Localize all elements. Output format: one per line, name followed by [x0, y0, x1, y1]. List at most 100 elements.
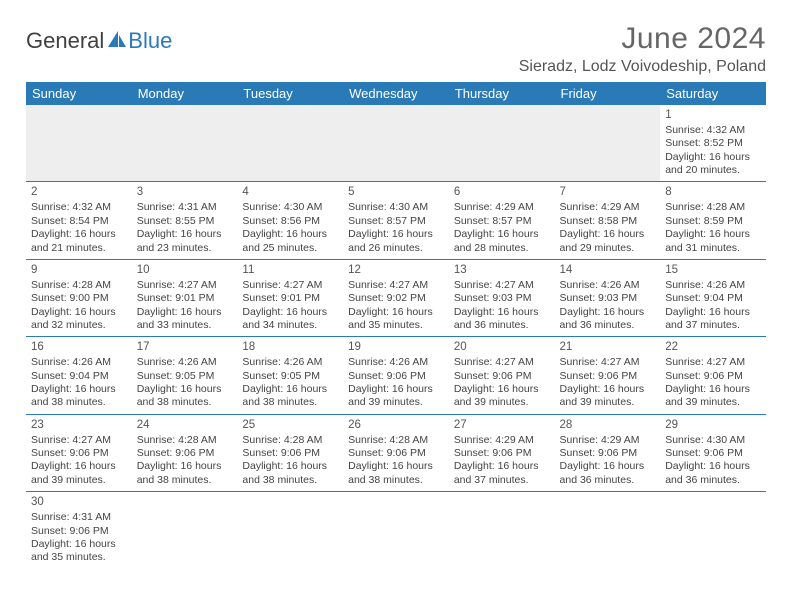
sunset-text: Sunset: 8:54 PM — [31, 215, 127, 228]
calendar-empty-cell — [132, 492, 238, 569]
sunrise-text: Sunrise: 4:27 AM — [348, 279, 444, 292]
calendar-week-row: 9Sunrise: 4:28 AMSunset: 9:00 PMDaylight… — [26, 259, 766, 336]
day-number: 9 — [31, 263, 127, 278]
day-number: 3 — [137, 185, 233, 200]
logo-text-general: General — [26, 28, 104, 54]
day-number: 22 — [665, 340, 761, 355]
calendar-day-cell: 2Sunrise: 4:32 AMSunset: 8:54 PMDaylight… — [26, 182, 132, 259]
location-text: Sieradz, Lodz Voivodeship, Poland — [519, 58, 766, 76]
sunset-text: Sunset: 9:06 PM — [31, 447, 127, 460]
day-header: Tuesday — [237, 82, 343, 105]
sunset-text: Sunset: 8:52 PM — [665, 137, 761, 150]
daylight-text: Daylight: 16 hours and 33 minutes. — [137, 306, 233, 333]
calendar-day-cell: 16Sunrise: 4:26 AMSunset: 9:04 PMDayligh… — [26, 337, 132, 414]
sunset-text: Sunset: 8:56 PM — [242, 215, 338, 228]
calendar-day-cell: 15Sunrise: 4:26 AMSunset: 9:04 PMDayligh… — [660, 259, 766, 336]
calendar-empty-cell — [555, 105, 661, 182]
daylight-text: Daylight: 16 hours and 39 minutes. — [454, 383, 550, 410]
daylight-text: Daylight: 16 hours and 23 minutes. — [137, 228, 233, 255]
sunset-text: Sunset: 9:04 PM — [665, 292, 761, 305]
daylight-text: Daylight: 16 hours and 32 minutes. — [31, 306, 127, 333]
sunset-text: Sunset: 9:03 PM — [560, 292, 656, 305]
sunset-text: Sunset: 9:01 PM — [242, 292, 338, 305]
sunrise-text: Sunrise: 4:27 AM — [242, 279, 338, 292]
calendar-day-cell: 22Sunrise: 4:27 AMSunset: 9:06 PMDayligh… — [660, 337, 766, 414]
day-number: 19 — [348, 340, 444, 355]
daylight-text: Daylight: 16 hours and 20 minutes. — [665, 151, 761, 178]
day-number: 1 — [665, 108, 761, 123]
day-number: 4 — [242, 185, 338, 200]
day-number: 5 — [348, 185, 444, 200]
sunrise-text: Sunrise: 4:31 AM — [137, 201, 233, 214]
sunset-text: Sunset: 9:00 PM — [31, 292, 127, 305]
calendar-day-cell: 1Sunrise: 4:32 AMSunset: 8:52 PMDaylight… — [660, 105, 766, 182]
daylight-text: Daylight: 16 hours and 34 minutes. — [242, 306, 338, 333]
calendar-day-cell: 9Sunrise: 4:28 AMSunset: 9:00 PMDaylight… — [26, 259, 132, 336]
day-number: 7 — [560, 185, 656, 200]
daylight-text: Daylight: 16 hours and 38 minutes. — [137, 383, 233, 410]
calendar-week-row: 16Sunrise: 4:26 AMSunset: 9:04 PMDayligh… — [26, 337, 766, 414]
day-number: 14 — [560, 263, 656, 278]
calendar-day-cell: 3Sunrise: 4:31 AMSunset: 8:55 PMDaylight… — [132, 182, 238, 259]
calendar-empty-cell — [449, 492, 555, 569]
calendar-day-cell: 26Sunrise: 4:28 AMSunset: 9:06 PMDayligh… — [343, 414, 449, 491]
calendar-table: SundayMondayTuesdayWednesdayThursdayFrid… — [26, 82, 766, 569]
calendar-empty-cell — [449, 105, 555, 182]
calendar-empty-cell — [555, 492, 661, 569]
sunset-text: Sunset: 9:06 PM — [454, 447, 550, 460]
header: General Blue June 2024 Sieradz, Lodz Voi… — [26, 22, 766, 76]
calendar-day-cell: 7Sunrise: 4:29 AMSunset: 8:58 PMDaylight… — [555, 182, 661, 259]
calendar-day-cell: 10Sunrise: 4:27 AMSunset: 9:01 PMDayligh… — [132, 259, 238, 336]
daylight-text: Daylight: 16 hours and 35 minutes. — [348, 306, 444, 333]
sunrise-text: Sunrise: 4:29 AM — [560, 201, 656, 214]
sunset-text: Sunset: 9:06 PM — [31, 525, 127, 538]
day-number: 15 — [665, 263, 761, 278]
calendar-day-cell: 8Sunrise: 4:28 AMSunset: 8:59 PMDaylight… — [660, 182, 766, 259]
day-number: 13 — [454, 263, 550, 278]
daylight-text: Daylight: 16 hours and 29 minutes. — [560, 228, 656, 255]
day-number: 18 — [242, 340, 338, 355]
sunset-text: Sunset: 8:55 PM — [137, 215, 233, 228]
sunrise-text: Sunrise: 4:27 AM — [137, 279, 233, 292]
sunset-text: Sunset: 9:06 PM — [348, 447, 444, 460]
sunset-text: Sunset: 9:06 PM — [665, 370, 761, 383]
sunrise-text: Sunrise: 4:27 AM — [665, 356, 761, 369]
daylight-text: Daylight: 16 hours and 38 minutes. — [137, 460, 233, 487]
calendar-day-cell: 23Sunrise: 4:27 AMSunset: 9:06 PMDayligh… — [26, 414, 132, 491]
calendar-day-cell: 29Sunrise: 4:30 AMSunset: 9:06 PMDayligh… — [660, 414, 766, 491]
daylight-text: Daylight: 16 hours and 25 minutes. — [242, 228, 338, 255]
sunrise-text: Sunrise: 4:32 AM — [31, 201, 127, 214]
sunset-text: Sunset: 9:06 PM — [665, 447, 761, 460]
sunset-text: Sunset: 8:59 PM — [665, 215, 761, 228]
calendar-empty-cell — [26, 105, 132, 182]
calendar-week-row: 1Sunrise: 4:32 AMSunset: 8:52 PMDaylight… — [26, 105, 766, 182]
sunset-text: Sunset: 9:06 PM — [560, 370, 656, 383]
sunset-text: Sunset: 9:03 PM — [454, 292, 550, 305]
title-block: June 2024 Sieradz, Lodz Voivodeship, Pol… — [519, 22, 766, 76]
sunrise-text: Sunrise: 4:26 AM — [348, 356, 444, 369]
daylight-text: Daylight: 16 hours and 38 minutes. — [242, 460, 338, 487]
page-title: June 2024 — [519, 22, 766, 56]
sunrise-text: Sunrise: 4:28 AM — [348, 434, 444, 447]
calendar-header-row: SundayMondayTuesdayWednesdayThursdayFrid… — [26, 82, 766, 105]
day-number: 27 — [454, 418, 550, 433]
daylight-text: Daylight: 16 hours and 38 minutes. — [242, 383, 338, 410]
calendar-body: 1Sunrise: 4:32 AMSunset: 8:52 PMDaylight… — [26, 105, 766, 569]
day-number: 21 — [560, 340, 656, 355]
sunrise-text: Sunrise: 4:27 AM — [31, 434, 127, 447]
calendar-empty-cell — [237, 105, 343, 182]
day-header: Sunday — [26, 82, 132, 105]
sunrise-text: Sunrise: 4:27 AM — [454, 356, 550, 369]
logo-text-blue: Blue — [128, 28, 172, 54]
day-number: 29 — [665, 418, 761, 433]
daylight-text: Daylight: 16 hours and 35 minutes. — [31, 538, 127, 565]
sunset-text: Sunset: 9:06 PM — [242, 447, 338, 460]
sunrise-text: Sunrise: 4:29 AM — [454, 434, 550, 447]
sunset-text: Sunset: 8:57 PM — [454, 215, 550, 228]
calendar-day-cell: 21Sunrise: 4:27 AMSunset: 9:06 PMDayligh… — [555, 337, 661, 414]
sunset-text: Sunset: 9:05 PM — [137, 370, 233, 383]
calendar-week-row: 23Sunrise: 4:27 AMSunset: 9:06 PMDayligh… — [26, 414, 766, 491]
sunrise-text: Sunrise: 4:26 AM — [560, 279, 656, 292]
day-number: 24 — [137, 418, 233, 433]
day-header: Wednesday — [343, 82, 449, 105]
